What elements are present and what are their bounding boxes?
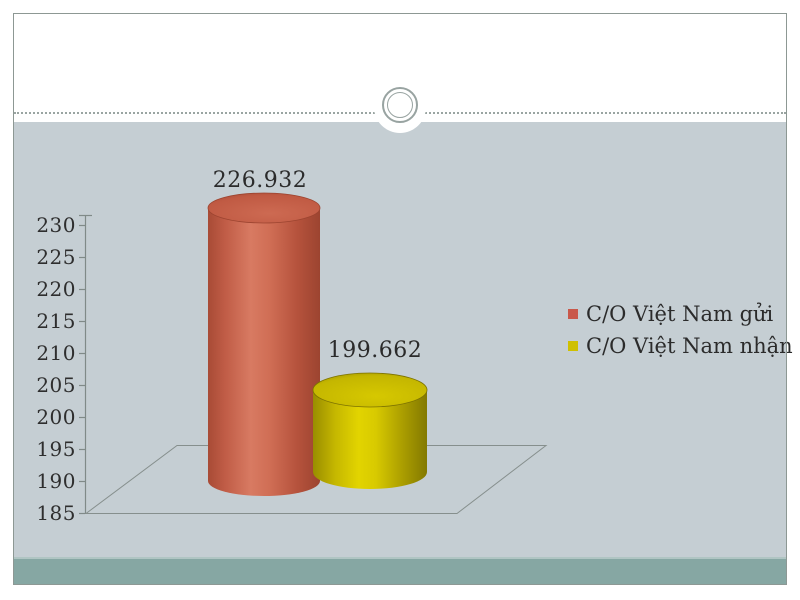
y-tick-label: 225 <box>36 245 76 269</box>
ring-ornament-inner-circle <box>387 92 413 118</box>
legend-swatch-red <box>568 309 578 319</box>
y-tick-label: 195 <box>36 437 76 461</box>
y-tick-label: 200 <box>36 405 76 429</box>
legend-swatch-yellow <box>568 341 578 351</box>
chart-floor <box>84 445 548 514</box>
legend-item-gui: C/O Việt Nam gửi <box>568 302 773 326</box>
y-tick-label: 190 <box>36 469 76 493</box>
y-tick-label: 230 <box>36 213 76 237</box>
y-tick-label: 215 <box>36 309 76 333</box>
legend-label: C/O Việt Nam nhận <box>586 334 793 358</box>
legend-item-nhan: C/O Việt Nam nhận <box>568 334 793 358</box>
y-tick-label: 210 <box>36 341 76 365</box>
y-tick-label: 185 <box>36 501 76 525</box>
y-axis <box>79 214 92 515</box>
bar-cylinder-red <box>207 192 321 496</box>
legend-label: C/O Việt Nam gửi <box>586 302 774 326</box>
y-tick-label: 205 <box>36 373 76 397</box>
data-label-yellow-bar: 199.662 <box>327 338 423 363</box>
data-label-red-bar: 226.932 <box>212 168 308 193</box>
footer-accent-band <box>14 557 786 585</box>
y-tick-label: 220 <box>36 277 76 301</box>
bar-cylinder-yellow <box>312 372 428 489</box>
